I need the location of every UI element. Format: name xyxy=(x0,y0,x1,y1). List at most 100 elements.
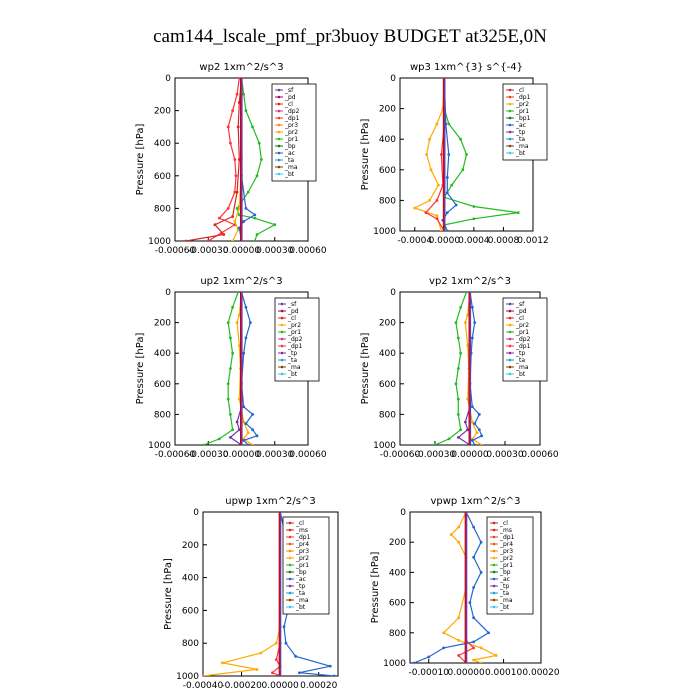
legend-marker xyxy=(508,116,512,120)
series-point_ac xyxy=(447,153,451,156)
legend-label: _ta xyxy=(287,357,297,364)
series-point_pr1 xyxy=(459,305,463,309)
legend-label: _ma xyxy=(287,364,301,371)
legend-label: _tp xyxy=(287,350,297,357)
series-point_pr1 xyxy=(454,382,458,386)
series-point_ac xyxy=(246,443,250,445)
legend-marker xyxy=(508,123,512,127)
x-tick-label: -0.0004 xyxy=(397,236,432,246)
series-point_ac xyxy=(470,336,474,340)
legend-marker xyxy=(508,372,512,376)
legend-label: _pd xyxy=(515,308,527,315)
series-point_pr1 xyxy=(516,211,520,215)
legend-label: _ms xyxy=(499,527,512,534)
series-point_pr1 xyxy=(226,321,230,324)
series-point_pr2 xyxy=(466,397,470,401)
series-group xyxy=(412,512,498,663)
legend-label: _pr3 xyxy=(284,122,298,129)
y-tick-label: 400 xyxy=(379,349,396,359)
series-point_dp1 xyxy=(226,125,230,129)
series-line_pr2 xyxy=(203,512,281,676)
series-point_ac xyxy=(328,664,332,668)
legend-label: _ma xyxy=(499,597,513,604)
x-tick-label: 0.00030 xyxy=(256,246,293,256)
series-point_pr2 xyxy=(237,397,241,401)
series-point_ac xyxy=(427,655,431,659)
series-point_pr1 xyxy=(253,239,257,241)
legend-marker xyxy=(277,88,281,92)
legend-label: _dp1 xyxy=(515,343,531,350)
legend-label: _pr2 xyxy=(499,555,513,562)
series-point_pr2 xyxy=(413,206,417,210)
legend-marker xyxy=(277,151,281,155)
legend-marker xyxy=(508,316,512,320)
legend-marker xyxy=(288,563,292,567)
x-tick-label: 0.00030 xyxy=(256,450,293,460)
legend-label: _bp1 xyxy=(515,115,531,122)
series-point_pr2 xyxy=(235,321,239,324)
series-point_tp xyxy=(456,435,460,439)
legend-marker xyxy=(277,130,281,134)
series-point_pr1 xyxy=(236,292,240,294)
series-point_dp1 xyxy=(233,190,237,194)
legend-marker xyxy=(492,521,496,525)
series-point_pr1 xyxy=(202,443,206,445)
y-tick-label: 200 xyxy=(379,105,396,115)
x-tick-label: 0.00000 xyxy=(448,668,485,678)
x-tick-label: 0.00020 xyxy=(522,668,559,678)
series-point_pr2 xyxy=(237,344,241,347)
series-point_pr1 xyxy=(454,321,458,324)
series-point_pr2 xyxy=(472,658,476,662)
series-point_ac xyxy=(242,405,246,409)
y-tick-label: 800 xyxy=(379,410,396,420)
legend-label: _bt xyxy=(515,150,526,157)
panel-title: vpwp 1xm^2/s^3 xyxy=(430,496,520,507)
legend-marker xyxy=(277,109,281,113)
y-tick-label: 600 xyxy=(182,606,199,616)
legend-marker xyxy=(508,351,512,355)
series-point_pr1 xyxy=(273,223,277,227)
series-point_cl xyxy=(235,190,239,194)
series-point_cl xyxy=(222,233,226,236)
legend-marker xyxy=(288,591,292,595)
x-tick-label: 0.0000 xyxy=(429,236,461,246)
series-point_pr1 xyxy=(459,137,462,141)
y-tick-label: 800 xyxy=(154,204,171,214)
series-point_pr1 xyxy=(226,397,230,401)
series-point_ac xyxy=(445,229,449,231)
y-axis-label: Pressure [hPa] xyxy=(163,558,174,630)
legend-label: _tp xyxy=(515,129,525,136)
legend-label: _tp xyxy=(499,583,509,590)
chart-panel-6: vpwp 1xm^2/s^3 Pressure [hPa] 0 200 400 600 80… xyxy=(370,496,560,678)
legend-label: _tp xyxy=(515,350,525,357)
y-axis-label: Pressure [hPa] xyxy=(360,333,371,405)
series-point_pr1 xyxy=(237,213,241,217)
chart-panel-4: vp2 1xm^2/s^3 Pressure [hPa] 0 200 400 600 800… xyxy=(360,276,559,460)
series-point_ac xyxy=(454,203,458,207)
y-tick-label: 600 xyxy=(154,380,171,390)
legend-marker xyxy=(508,358,512,362)
legend-marker xyxy=(492,584,496,588)
series-point_pr1 xyxy=(459,428,463,432)
series-line_pr1 xyxy=(434,292,468,445)
series-point_pr1 xyxy=(251,125,254,129)
x-tick-label: -0.00010 xyxy=(408,668,449,678)
y-tick-label: 200 xyxy=(182,541,199,551)
series-point_ac xyxy=(477,428,481,432)
x-tick-label: 0.00020 xyxy=(300,681,337,691)
legend-marker xyxy=(280,358,284,362)
legend-label: _pr1 xyxy=(295,562,309,569)
series-point_pr2 xyxy=(475,431,479,435)
legend-label: _pr2 xyxy=(295,555,309,562)
figure-title: cam144_lscale_pmf_pr3buoy BUDGET at325E,… xyxy=(153,26,547,47)
series-point_ac xyxy=(253,213,257,217)
series-point_cl xyxy=(236,125,240,129)
legend-marker xyxy=(277,158,281,162)
legend-label: _pr1 xyxy=(287,329,301,336)
legend-label: _cl xyxy=(287,315,296,322)
y-tick-label: 0 xyxy=(390,288,396,298)
series-line_pr1 xyxy=(236,78,277,241)
series-point_pr1 xyxy=(229,336,232,340)
legend-marker xyxy=(277,144,281,148)
series-line_pr2 xyxy=(236,292,253,445)
